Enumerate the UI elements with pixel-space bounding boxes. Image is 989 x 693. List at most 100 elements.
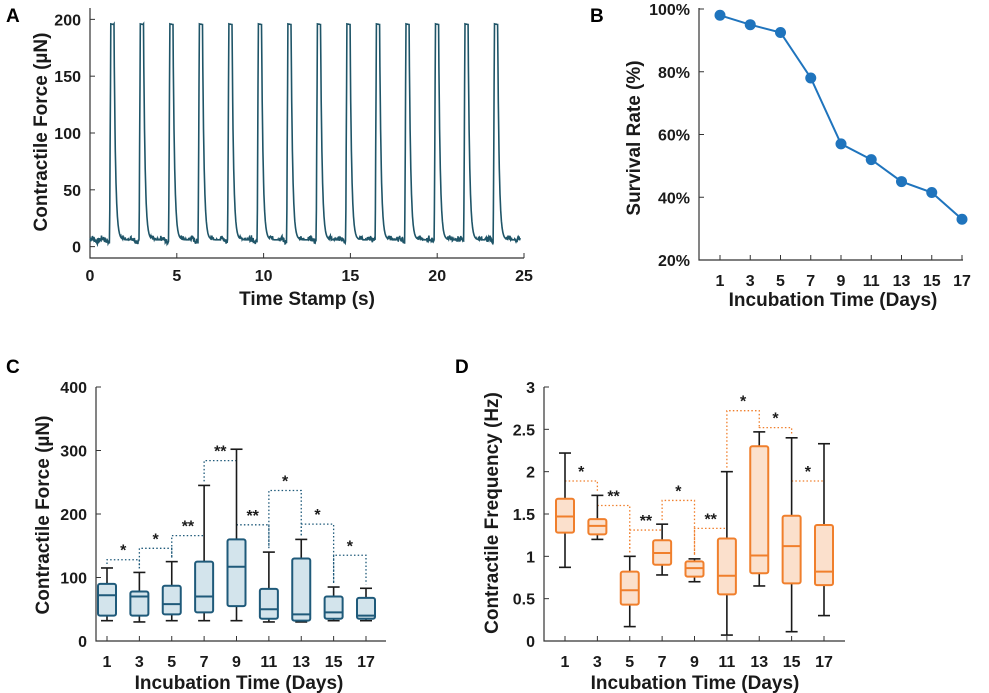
x-tick-label: 5 — [625, 654, 634, 671]
significance-bracket — [332, 554, 367, 585]
x-tick-label: 15 — [325, 654, 343, 671]
x-tick-label: 13 — [893, 273, 911, 290]
panel-a-ylabel: Contractile Force (µN) — [31, 33, 52, 232]
x-tick-label: 20 — [428, 268, 446, 285]
y-tick-label: 0 — [78, 634, 87, 651]
panel-d-xlabel: Incubation Time (Days) — [591, 673, 800, 693]
significance-bracket — [138, 547, 173, 569]
x-tick-label: 3 — [746, 273, 755, 290]
panel-d-ylabel: Contractile Frequency (Hz) — [482, 392, 503, 634]
x-tick-label: 10 — [255, 268, 273, 285]
panel-b-survival-line — [719, 14, 963, 220]
significance-label: * — [578, 464, 585, 481]
panel-c-significance: *********** — [106, 444, 367, 585]
y-tick-label: 200 — [60, 507, 87, 524]
y-tick-label: 100 — [54, 126, 81, 143]
panel-b-ylabel: Survival Rate (%) — [624, 60, 645, 215]
y-tick-label: 150 — [54, 69, 81, 86]
x-tick-label: 15 — [783, 654, 801, 671]
box — [716, 537, 737, 596]
x-tick-label: 3 — [593, 654, 602, 671]
x-tick-label: 7 — [658, 654, 667, 671]
box — [749, 445, 770, 575]
x-tick-label: 17 — [953, 273, 971, 290]
x-tick-label: 5 — [172, 268, 181, 285]
y-tick-label: 2.5 — [513, 422, 535, 439]
x-tick-label: 9 — [690, 654, 699, 671]
panel-d-axes — [543, 387, 845, 642]
panel-c-letter: C — [6, 357, 20, 378]
panel-a-force-trace — [89, 21, 522, 248]
panel-c-xlabel: Incubation Time (Days) — [135, 673, 344, 693]
x-tick-label: 11 — [718, 654, 735, 671]
panel-d-significance: *********** — [565, 394, 824, 555]
box — [97, 582, 117, 617]
panel-a-ticks: 0 5 10 15 20 25 0 50 100 150 200 — [54, 12, 533, 285]
x-tick-label: 11 — [260, 654, 277, 671]
y-tick-label: 1 — [526, 549, 535, 566]
x-tick-label: 13 — [292, 654, 310, 671]
box — [619, 570, 640, 606]
significance-label: ** — [214, 444, 227, 461]
y-tick-label: 60% — [658, 128, 690, 145]
data-point — [835, 138, 847, 150]
significance-label: * — [120, 543, 127, 560]
panel-a-xlabel: Time Stamp (s) — [239, 289, 375, 310]
box — [194, 560, 215, 614]
significance-label: ** — [704, 511, 717, 528]
y-tick-label: 300 — [60, 444, 87, 461]
panel-a-letter: A — [6, 6, 20, 27]
box — [291, 557, 312, 622]
significance-label: ** — [246, 508, 259, 525]
panel-b-letter: B — [590, 6, 604, 27]
panel-c-boxes — [97, 448, 376, 623]
panel-c-ylabel: Contractile Force (µN) — [33, 416, 54, 615]
box — [356, 596, 376, 620]
y-tick-label: 80% — [658, 65, 690, 82]
y-tick-label: 200 — [54, 12, 81, 29]
x-tick-label: 7 — [200, 654, 209, 671]
x-tick-label: 7 — [806, 273, 815, 290]
panel-b-xlabel: Incubation Time (Days) — [729, 290, 938, 311]
box — [258, 587, 279, 620]
data-point — [714, 9, 726, 21]
x-tick-label: 5 — [167, 654, 176, 671]
significance-bracket — [171, 534, 205, 558]
y-tick-label: 100% — [649, 2, 690, 19]
x-tick-label: 9 — [837, 273, 846, 290]
data-point — [805, 72, 817, 84]
box — [814, 524, 834, 587]
x-tick-label: 13 — [750, 654, 768, 671]
significance-bracket — [565, 480, 599, 492]
significance-label: ** — [182, 519, 195, 536]
y-tick-label: 50 — [63, 183, 81, 200]
significance-bracket — [629, 529, 663, 553]
y-tick-label: 2 — [526, 465, 535, 482]
x-tick-label: 15 — [342, 268, 360, 285]
y-tick-label: 1.5 — [513, 507, 535, 524]
box — [226, 538, 247, 608]
box — [781, 514, 802, 585]
y-tick-label: 20% — [658, 253, 690, 270]
significance-label: * — [805, 464, 812, 481]
x-tick-label: 1 — [716, 273, 725, 290]
x-tick-label: 3 — [135, 654, 144, 671]
y-tick-label: 0 — [526, 634, 535, 651]
significance-label: * — [347, 538, 354, 555]
panel-d-letter: D — [455, 357, 469, 378]
significance-bracket — [203, 460, 237, 482]
panel-b-points — [714, 9, 968, 225]
x-tick-label: 0 — [86, 268, 95, 285]
x-tick-label: 1 — [103, 654, 112, 671]
x-tick-label: 15 — [923, 273, 941, 290]
significance-label: * — [314, 507, 321, 524]
data-point — [896, 176, 907, 188]
y-tick-label: 3 — [526, 380, 535, 397]
box — [161, 584, 182, 616]
